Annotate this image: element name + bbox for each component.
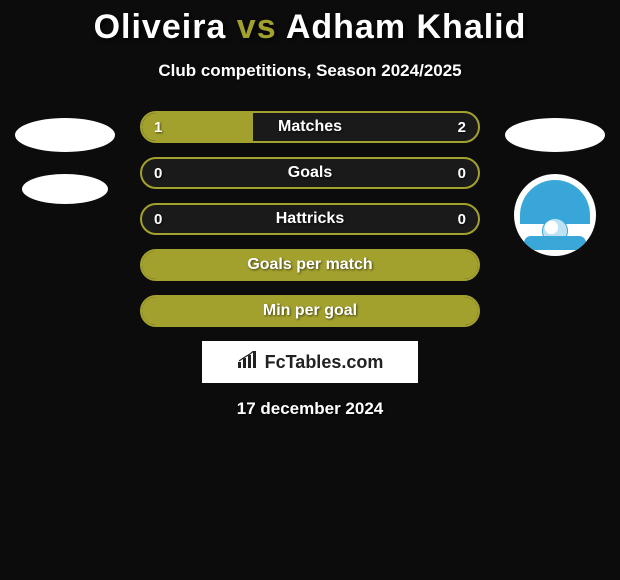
club-crest-icon [514,174,596,256]
stat-goals-right: 0 [458,165,466,182]
stat-matches-label: Matches [142,118,478,136]
fctables-logo[interactable]: FcTables.com [202,341,418,383]
stat-mpg-label: Min per goal [142,302,478,320]
logo-text: FcTables.com [265,352,384,373]
player2-name: Adham Khalid [286,8,527,46]
page-title: Oliveira vs Adham Khalid [0,0,620,47]
vs-text: vs [237,8,277,46]
stat-matches-right: 2 [458,119,466,136]
date-text: 17 december 2024 [0,399,620,419]
stat-row-mpg: Min per goal [140,295,480,327]
subtitle: Club competitions, Season 2024/2025 [0,61,620,81]
left-badge-column [10,118,120,226]
stat-row-gpm: Goals per match [140,249,480,281]
left-badge-1 [15,118,115,152]
right-badge-column [500,118,610,256]
stat-hattricks-label: Hattricks [142,210,478,228]
stat-hattricks-right: 0 [458,211,466,228]
player1-name: Oliveira [94,8,227,46]
stat-row-goals: 0 Goals 0 [140,157,480,189]
stat-goals-label: Goals [142,164,478,182]
left-badge-2 [22,174,108,204]
stat-row-matches: 1 Matches 2 [140,111,480,143]
stats-panel: 1 Matches 2 0 Goals 0 0 Hattricks 0 Goal… [140,111,480,327]
stat-gpm-label: Goals per match [142,256,478,274]
stat-row-hattricks: 0 Hattricks 0 [140,203,480,235]
chart-icon [237,351,259,374]
right-badge-1 [505,118,605,152]
